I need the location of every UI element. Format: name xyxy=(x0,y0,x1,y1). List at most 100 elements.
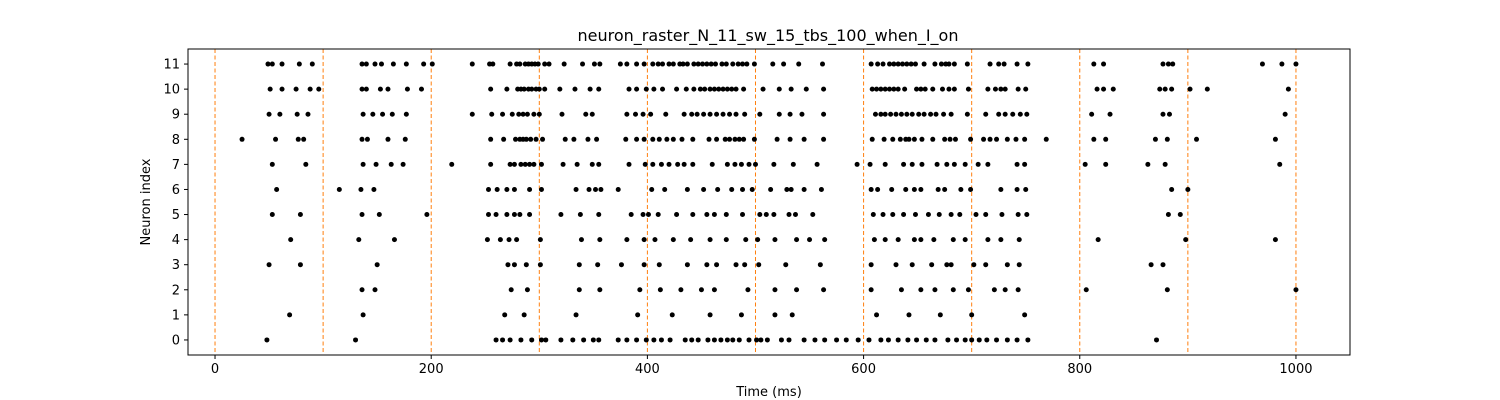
spike-point xyxy=(1152,136,1158,142)
spike-point xyxy=(944,161,950,167)
spike-point xyxy=(537,262,543,268)
spike-point xyxy=(1169,86,1175,92)
spike-point xyxy=(1148,262,1154,268)
spike-point xyxy=(772,312,778,318)
spike-point xyxy=(987,61,993,67)
spike-point xyxy=(489,111,495,117)
spike-point xyxy=(720,86,726,92)
spike-point xyxy=(695,61,701,67)
spike-point xyxy=(729,186,735,192)
spike-point xyxy=(736,136,742,142)
spike-point xyxy=(689,111,695,117)
spike-point xyxy=(626,86,632,92)
spike-point xyxy=(1103,136,1109,142)
spike-point xyxy=(360,312,366,318)
spike-point xyxy=(538,186,544,192)
spike-point xyxy=(504,212,510,218)
spike-point xyxy=(559,111,565,117)
spike-point xyxy=(359,86,365,92)
spike-point xyxy=(1002,111,1008,117)
spike-point xyxy=(624,337,630,343)
spike-point xyxy=(944,262,950,268)
spike-point xyxy=(511,212,517,218)
spike-point xyxy=(542,86,548,92)
spike-point xyxy=(1166,111,1172,117)
spike-point xyxy=(878,86,884,92)
spike-point xyxy=(911,186,917,192)
spike-point xyxy=(787,136,793,142)
spike-point xyxy=(597,61,603,67)
spike-point xyxy=(373,161,379,167)
spike-point xyxy=(964,61,970,67)
spike-point xyxy=(869,136,875,142)
spike-point xyxy=(518,337,524,343)
spike-point xyxy=(868,287,874,293)
spike-point xyxy=(597,287,603,293)
spike-point xyxy=(504,186,510,192)
spike-point xyxy=(1091,61,1097,67)
spike-point xyxy=(918,186,924,192)
spike-point xyxy=(821,86,827,92)
spike-point xyxy=(651,86,657,92)
spike-point xyxy=(1279,61,1285,67)
spike-point xyxy=(264,337,270,343)
spike-point xyxy=(404,86,410,92)
spike-point xyxy=(518,161,524,167)
spike-point xyxy=(933,111,939,117)
spike-point xyxy=(576,262,582,268)
spike-point xyxy=(624,237,630,243)
spike-point xyxy=(812,337,818,343)
spike-point xyxy=(523,136,529,142)
spike-point xyxy=(239,136,245,142)
spike-point xyxy=(727,136,733,142)
spike-point xyxy=(869,86,875,92)
spike-point xyxy=(364,136,370,142)
spike-point xyxy=(914,86,920,92)
spike-point xyxy=(784,186,790,192)
x-tick-label: 1000 xyxy=(1279,362,1312,377)
spike-point xyxy=(925,212,931,218)
spike-point xyxy=(730,61,736,67)
spike-point xyxy=(1022,312,1028,318)
spike-point xyxy=(596,337,602,343)
spike-point xyxy=(509,111,515,117)
spike-point xyxy=(909,161,915,167)
spike-point xyxy=(690,161,696,167)
spike-point xyxy=(895,61,901,67)
spike-point xyxy=(951,161,957,167)
spike-point xyxy=(776,86,782,92)
spike-point xyxy=(1014,337,1020,343)
spike-point xyxy=(287,312,293,318)
spike-point xyxy=(1185,186,1191,192)
spike-point xyxy=(359,287,365,293)
spike-point xyxy=(1015,86,1021,92)
spike-point xyxy=(757,111,763,117)
spike-point xyxy=(921,61,927,67)
spike-point xyxy=(488,161,494,167)
spike-point xyxy=(908,61,914,67)
spike-point xyxy=(868,61,874,67)
spike-point xyxy=(756,262,762,268)
spike-point xyxy=(589,111,595,117)
spike-point xyxy=(919,161,925,167)
spike-point xyxy=(372,287,378,293)
spike-point xyxy=(742,111,748,117)
y-axis-label: Neuron index xyxy=(139,158,154,245)
spike-point xyxy=(336,186,342,192)
spike-point xyxy=(591,61,597,67)
spike-point xyxy=(843,337,849,343)
spike-point xyxy=(1082,161,1088,167)
spike-point xyxy=(891,86,897,92)
spike-point xyxy=(536,111,542,117)
spike-point xyxy=(1160,262,1166,268)
y-tick-label: 2 xyxy=(172,283,180,298)
spike-point xyxy=(778,337,784,343)
spike-point xyxy=(359,212,365,218)
spike-point xyxy=(1004,262,1010,268)
spike-point xyxy=(801,136,807,142)
spike-point xyxy=(562,136,568,142)
spike-point xyxy=(707,86,713,92)
spike-point xyxy=(803,86,809,92)
spike-point xyxy=(746,161,752,167)
spike-point xyxy=(637,287,643,293)
